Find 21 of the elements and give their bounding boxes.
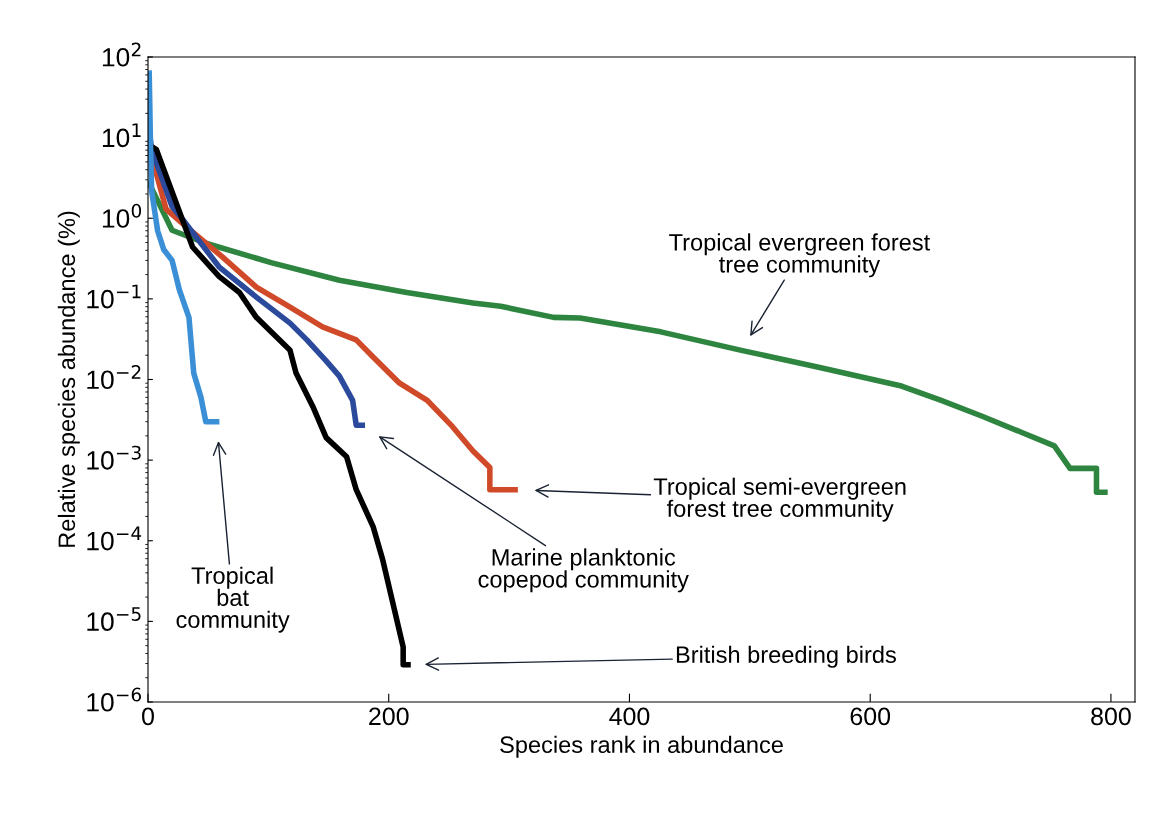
x-tick-label: 800 (1091, 707, 1131, 726)
x-axis-title: Species rank in abundance (500, 735, 783, 758)
y-tick-label: 10$^{−3}$ (87, 445, 141, 470)
y-tick-label: 10$^{−6}$ (87, 687, 142, 712)
annotation: Tropical evergreen forest tree community (669, 233, 931, 278)
y-tick-label: 10$^{2}$ (102, 42, 141, 67)
annotation: Marine planktonic copepod community (478, 548, 689, 593)
y-tick-label: 10$^{1}$ (102, 123, 141, 148)
y-tick-label: 10$^{−1}$ (87, 284, 141, 309)
y-tick-label: 10$^{−4}$ (87, 526, 142, 551)
annotation: British breeding birds (676, 645, 896, 668)
x-tick-label: 0 (142, 707, 154, 726)
annotation: Tropical bat community (176, 566, 290, 633)
x-tick-label: 600 (850, 707, 891, 726)
y-axis-title: Relative species abundance (%) (57, 211, 80, 547)
x-tick-label: 200 (369, 707, 409, 726)
x-tick-label: 400 (609, 707, 650, 726)
annotation: Tropical semi-evergreen forest tree community (653, 477, 906, 522)
y-tick-label: 10$^{−2}$ (87, 365, 141, 390)
y-tick-label: 10$^{−5}$ (87, 607, 141, 632)
y-tick-label: 10$^{0}$ (102, 203, 142, 228)
